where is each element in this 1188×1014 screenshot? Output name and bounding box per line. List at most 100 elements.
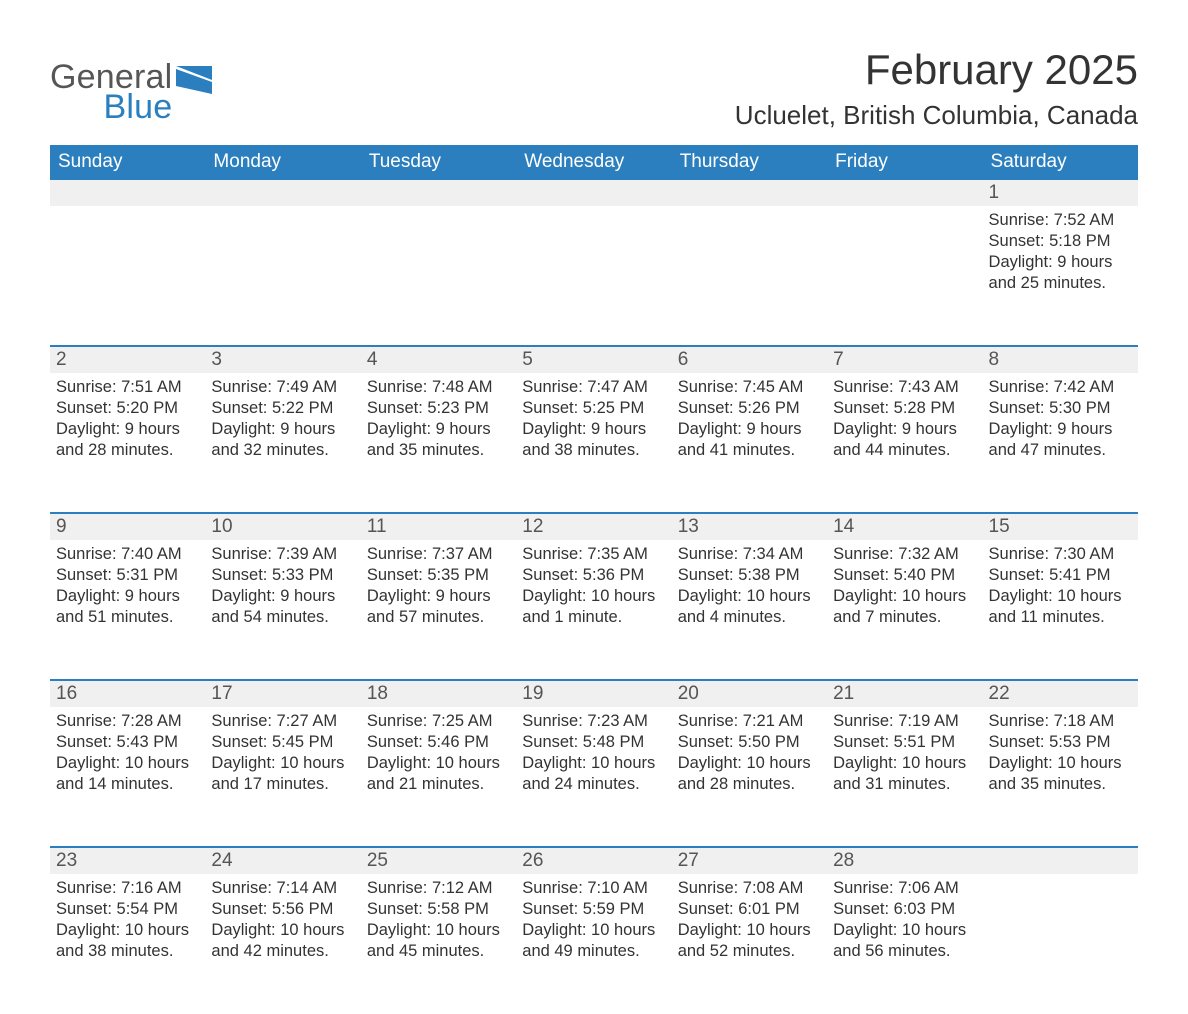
sunset-text: Sunset: 5:31 PM [56, 565, 199, 586]
daylight-text: Daylight: 10 hours and 21 minutes. [367, 753, 510, 795]
day-content-row: Sunrise: 7:52 AMSunset: 5:18 PMDaylight:… [50, 206, 1138, 346]
location: Ucluelet, British Columbia, Canada [735, 100, 1138, 131]
day-content-cell: Sunrise: 7:19 AMSunset: 5:51 PMDaylight:… [827, 707, 982, 847]
daylight-text: Daylight: 10 hours and 49 minutes. [522, 920, 665, 962]
sunrise-text: Sunrise: 7:27 AM [211, 711, 354, 732]
day-content-cell: Sunrise: 7:34 AMSunset: 5:38 PMDaylight:… [672, 540, 827, 680]
sunrise-text: Sunrise: 7:23 AM [522, 711, 665, 732]
sunrise-text: Sunrise: 7:34 AM [678, 544, 821, 565]
sunrise-text: Sunrise: 7:47 AM [522, 377, 665, 398]
day-number-cell: 11 [361, 513, 516, 540]
day-number-cell: 7 [827, 346, 982, 373]
day-number-cell [50, 180, 205, 206]
sunset-text: Sunset: 6:01 PM [678, 899, 821, 920]
daylight-text: Daylight: 10 hours and 1 minute. [522, 586, 665, 628]
sunrise-text: Sunrise: 7:21 AM [678, 711, 821, 732]
sunrise-text: Sunrise: 7:43 AM [833, 377, 976, 398]
day-content-cell [361, 206, 516, 346]
day-content-cell: Sunrise: 7:37 AMSunset: 5:35 PMDaylight:… [361, 540, 516, 680]
day-number-cell: 12 [516, 513, 671, 540]
daylight-text: Daylight: 10 hours and 52 minutes. [678, 920, 821, 962]
day-number-row: 1 [50, 180, 1138, 206]
sunset-text: Sunset: 5:22 PM [211, 398, 354, 419]
logo-flag-icon [176, 66, 222, 94]
sunrise-text: Sunrise: 7:19 AM [833, 711, 976, 732]
calendar-header: SundayMondayTuesdayWednesdayThursdayFrid… [50, 145, 1138, 180]
day-number-cell: 28 [827, 847, 982, 874]
sunrise-text: Sunrise: 7:40 AM [56, 544, 199, 565]
day-number-cell: 25 [361, 847, 516, 874]
daylight-text: Daylight: 9 hours and 41 minutes. [678, 419, 821, 461]
sunset-text: Sunset: 5:56 PM [211, 899, 354, 920]
logo-text: General Blue [50, 60, 172, 124]
page-title: February 2025 [735, 46, 1138, 94]
sunrise-text: Sunrise: 7:37 AM [367, 544, 510, 565]
daylight-text: Daylight: 10 hours and 7 minutes. [833, 586, 976, 628]
day-content-cell [50, 206, 205, 346]
sunset-text: Sunset: 5:41 PM [989, 565, 1132, 586]
day-number-cell: 9 [50, 513, 205, 540]
sunset-text: Sunset: 5:18 PM [989, 231, 1132, 252]
day-content-cell: Sunrise: 7:40 AMSunset: 5:31 PMDaylight:… [50, 540, 205, 680]
day-number-cell: 6 [672, 346, 827, 373]
day-content-cell: Sunrise: 7:25 AMSunset: 5:46 PMDaylight:… [361, 707, 516, 847]
day-content-cell: Sunrise: 7:52 AMSunset: 5:18 PMDaylight:… [983, 206, 1138, 346]
sunset-text: Sunset: 5:40 PM [833, 565, 976, 586]
daylight-text: Daylight: 10 hours and 56 minutes. [833, 920, 976, 962]
day-content-cell: Sunrise: 7:39 AMSunset: 5:33 PMDaylight:… [205, 540, 360, 680]
day-number-cell [516, 180, 671, 206]
day-content-cell: Sunrise: 7:43 AMSunset: 5:28 PMDaylight:… [827, 373, 982, 513]
day-content-cell [205, 206, 360, 346]
day-content-cell: Sunrise: 7:30 AMSunset: 5:41 PMDaylight:… [983, 540, 1138, 680]
daylight-text: Daylight: 9 hours and 25 minutes. [989, 252, 1132, 294]
header: General Blue February 2025 Ucluelet, Bri… [50, 46, 1138, 141]
sunrise-text: Sunrise: 7:18 AM [989, 711, 1132, 732]
day-content-cell: Sunrise: 7:08 AMSunset: 6:01 PMDaylight:… [672, 874, 827, 1014]
sunrise-text: Sunrise: 7:06 AM [833, 878, 976, 899]
daylight-text: Daylight: 10 hours and 28 minutes. [678, 753, 821, 795]
daylight-text: Daylight: 10 hours and 4 minutes. [678, 586, 821, 628]
sunset-text: Sunset: 5:43 PM [56, 732, 199, 753]
day-content-row: Sunrise: 7:40 AMSunset: 5:31 PM Daylight:… [50, 540, 1138, 680]
daylight-text: Daylight: 9 hours and 44 minutes. [833, 419, 976, 461]
day-content-cell [516, 206, 671, 346]
sunset-text: Sunset: 5:30 PM [989, 398, 1132, 419]
sunrise-text: Sunrise: 7:12 AM [367, 878, 510, 899]
sunrise-text: Sunrise: 7:25 AM [367, 711, 510, 732]
sunset-text: Sunset: 5:58 PM [367, 899, 510, 920]
day-number-row: 2345678 [50, 346, 1138, 373]
day-content-cell: Sunrise: 7:21 AMSunset: 5:50 PMDaylight:… [672, 707, 827, 847]
day-number-cell: 13 [672, 513, 827, 540]
day-content-cell: Sunrise: 7:23 AMSunset: 5:48 PMDaylight:… [516, 707, 671, 847]
daylight-text: Daylight: 9 hours and 57 minutes. [367, 586, 510, 628]
day-number-cell [205, 180, 360, 206]
day-number-cell [983, 847, 1138, 874]
sunset-text: Sunset: 5:20 PM [56, 398, 199, 419]
day-content-cell: Sunrise: 7:45 AMSunset: 5:26 PMDaylight:… [672, 373, 827, 513]
weekday-header: Monday [205, 145, 360, 180]
weekday-header: Saturday [983, 145, 1138, 180]
daylight-text: Daylight: 10 hours and 35 minutes. [989, 753, 1132, 795]
sunrise-text: Sunrise: 7:49 AM [211, 377, 354, 398]
day-content-cell: Sunrise: 7:42 AMSunset: 5:30 PMDaylight:… [983, 373, 1138, 513]
day-number-cell: 20 [672, 680, 827, 707]
day-content-cell [672, 206, 827, 346]
sunset-text: Sunset: 5:35 PM [367, 565, 510, 586]
daylight-text: Daylight: 9 hours and 32 minutes. [211, 419, 354, 461]
day-content-cell: Sunrise: 7:12 AMSunset: 5:58 PMDaylight:… [361, 874, 516, 1014]
sunrise-text: Sunrise: 7:14 AM [211, 878, 354, 899]
day-number-cell: 14 [827, 513, 982, 540]
day-number-cell: 21 [827, 680, 982, 707]
weekday-header: Tuesday [361, 145, 516, 180]
day-number-cell: 15 [983, 513, 1138, 540]
sunrise-text: Sunrise: 7:16 AM [56, 878, 199, 899]
day-number-cell: 17 [205, 680, 360, 707]
sunset-text: Sunset: 5:23 PM [367, 398, 510, 419]
sunset-text: Sunset: 5:59 PM [522, 899, 665, 920]
calendar-table: SundayMondayTuesdayWednesdayThursdayFrid… [50, 145, 1138, 1014]
day-number-cell: 22 [983, 680, 1138, 707]
day-content-cell: Sunrise: 7:14 AMSunset: 5:56 PMDaylight:… [205, 874, 360, 1014]
day-content-cell: Sunrise: 7:27 AMSunset: 5:45 PMDaylight:… [205, 707, 360, 847]
sunset-text: Sunset: 6:03 PM [833, 899, 976, 920]
day-number-cell: 8 [983, 346, 1138, 373]
